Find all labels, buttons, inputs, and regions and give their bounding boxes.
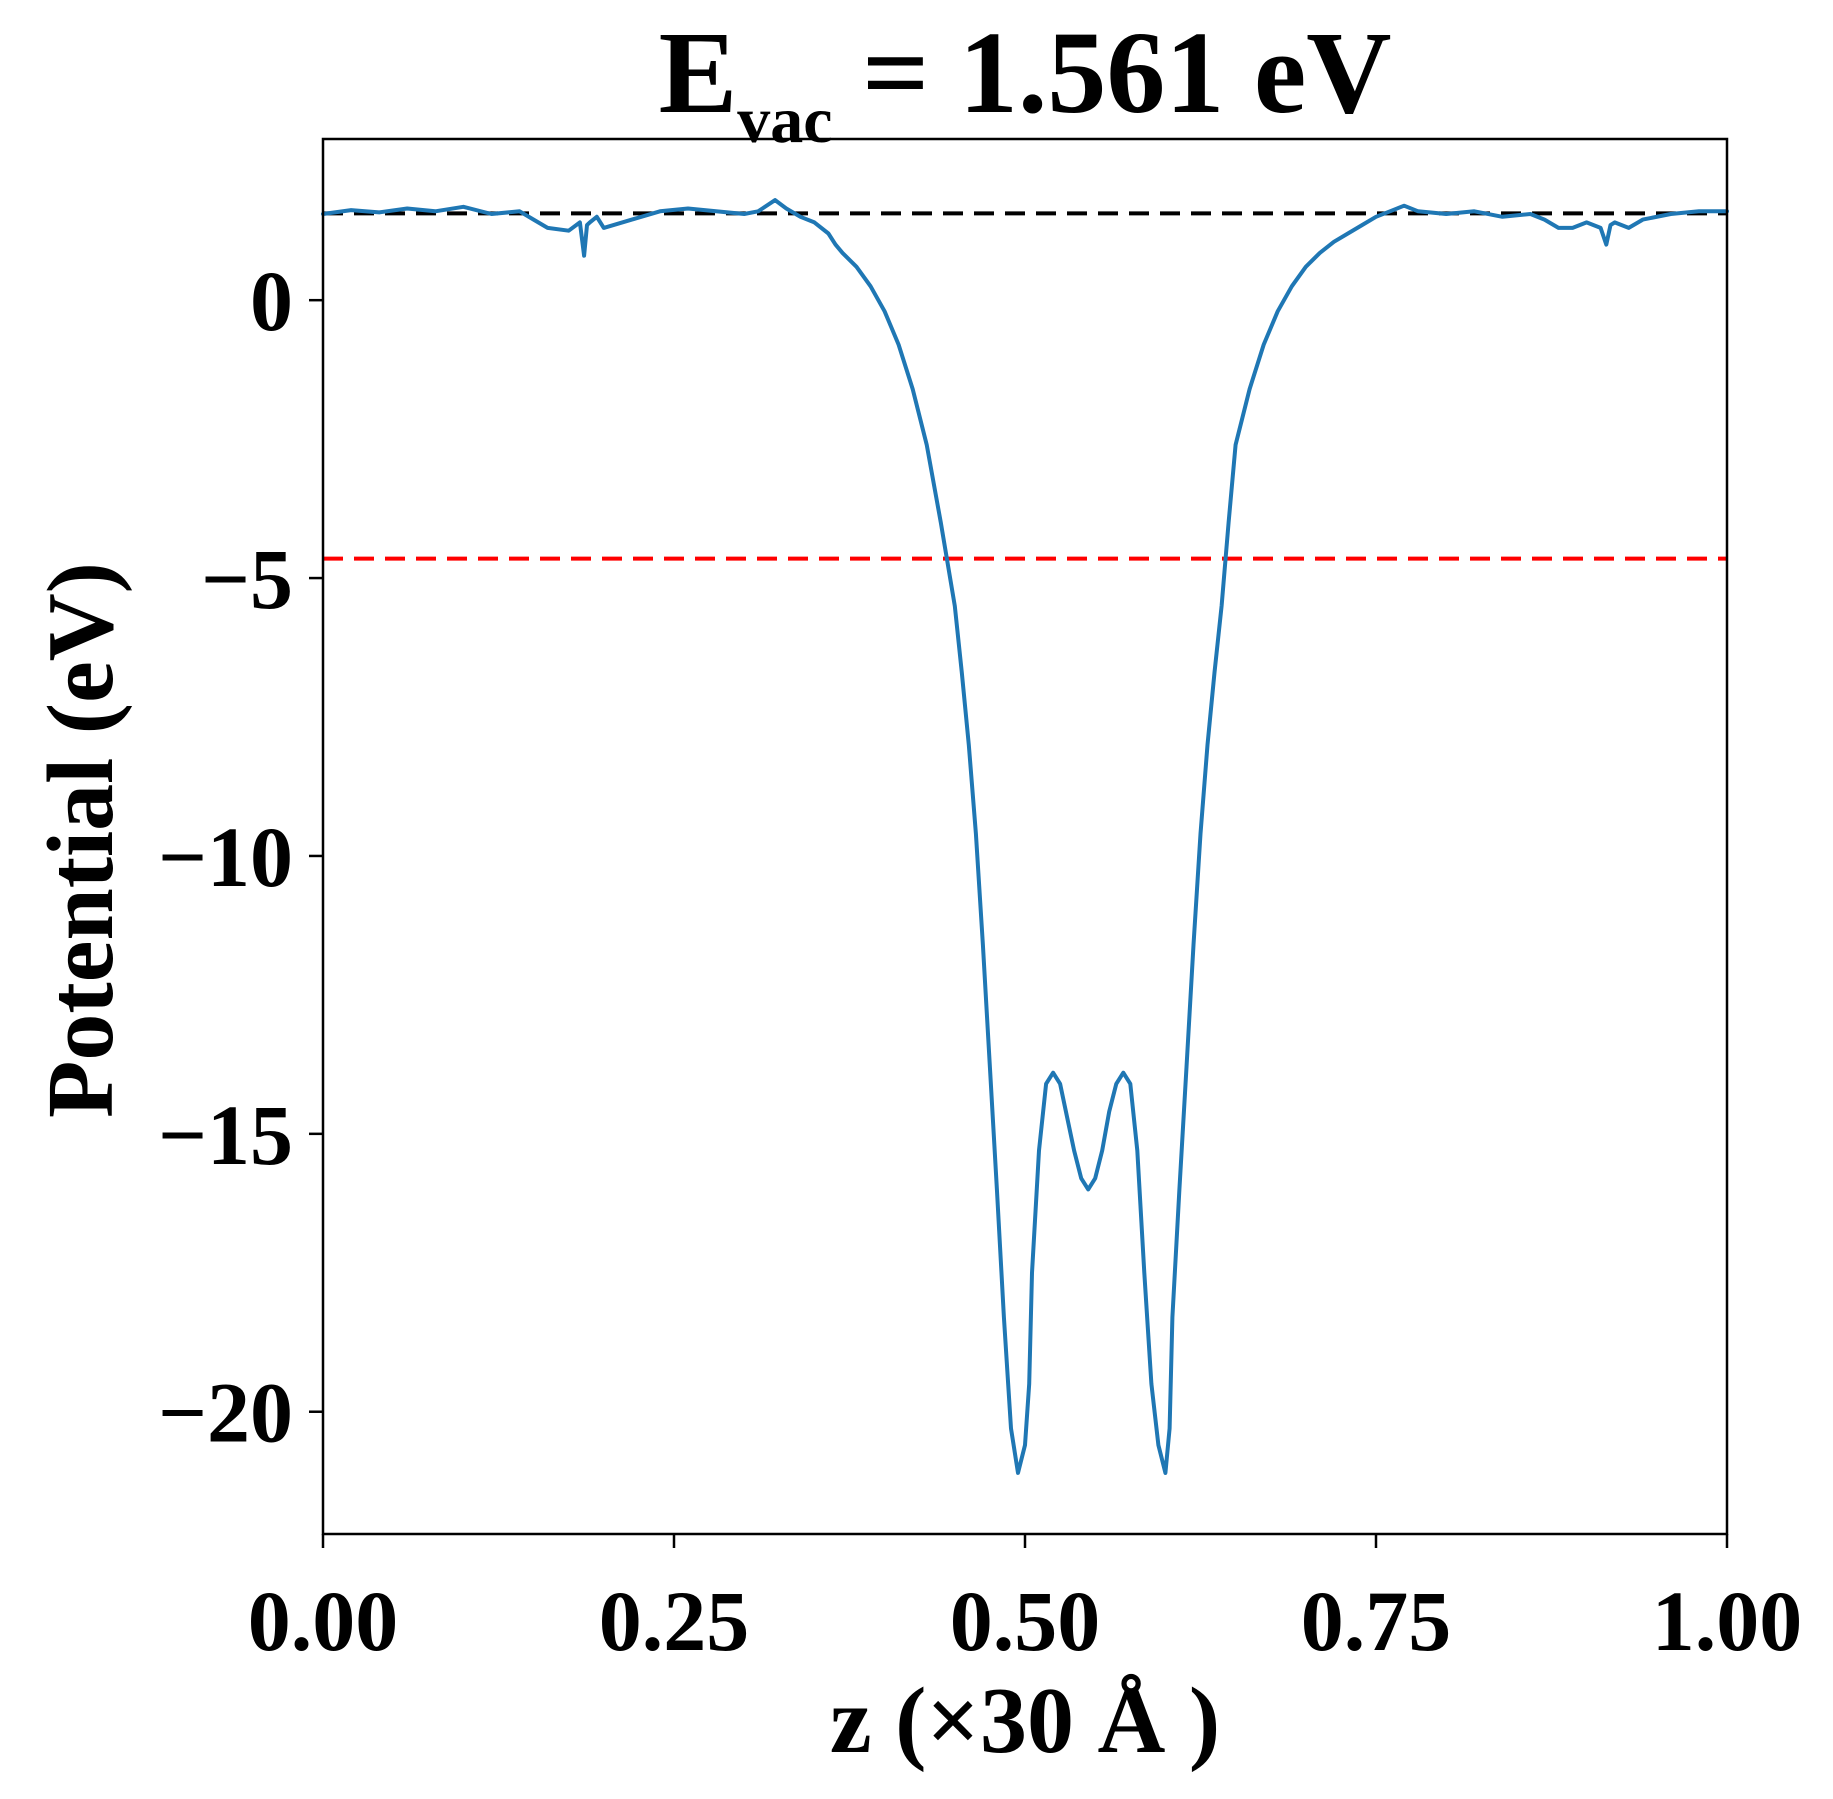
x-tick-label: 0.00: [248, 1573, 399, 1669]
series-line-0: [321, 198, 1729, 1475]
y-tick-label: −10: [158, 809, 293, 905]
x-tick-label: 0.25: [599, 1573, 750, 1669]
x-tick-label: 0.75: [1301, 1573, 1452, 1669]
x-tick-label: 0.50: [950, 1573, 1101, 1669]
x-axis-ticks: 0.00 0.25 0.50 0.75 1.00: [248, 1534, 1803, 1669]
y-tick-label: −20: [158, 1365, 293, 1461]
title-subscript: vac: [737, 84, 832, 157]
y-tick-label: 0: [250, 253, 293, 349]
x-axis-label: z (×30 Å ): [830, 1669, 1220, 1773]
title-symbol: E: [659, 7, 738, 138]
y-tick-label: −5: [201, 531, 293, 627]
plot-layer: [321, 198, 1729, 1475]
title-rest: = 1.561 eV: [833, 7, 1392, 138]
chart-title: Evac = 1.561 eV: [659, 7, 1392, 157]
y-axis-ticks: 0 −5 −10 −15 −20: [158, 253, 323, 1461]
y-tick-label: −15: [158, 1087, 293, 1183]
x-tick-label: 1.00: [1652, 1573, 1803, 1669]
plot-frame: [321, 137, 1729, 1536]
y-axis-label: Potential (eV): [29, 562, 133, 1118]
